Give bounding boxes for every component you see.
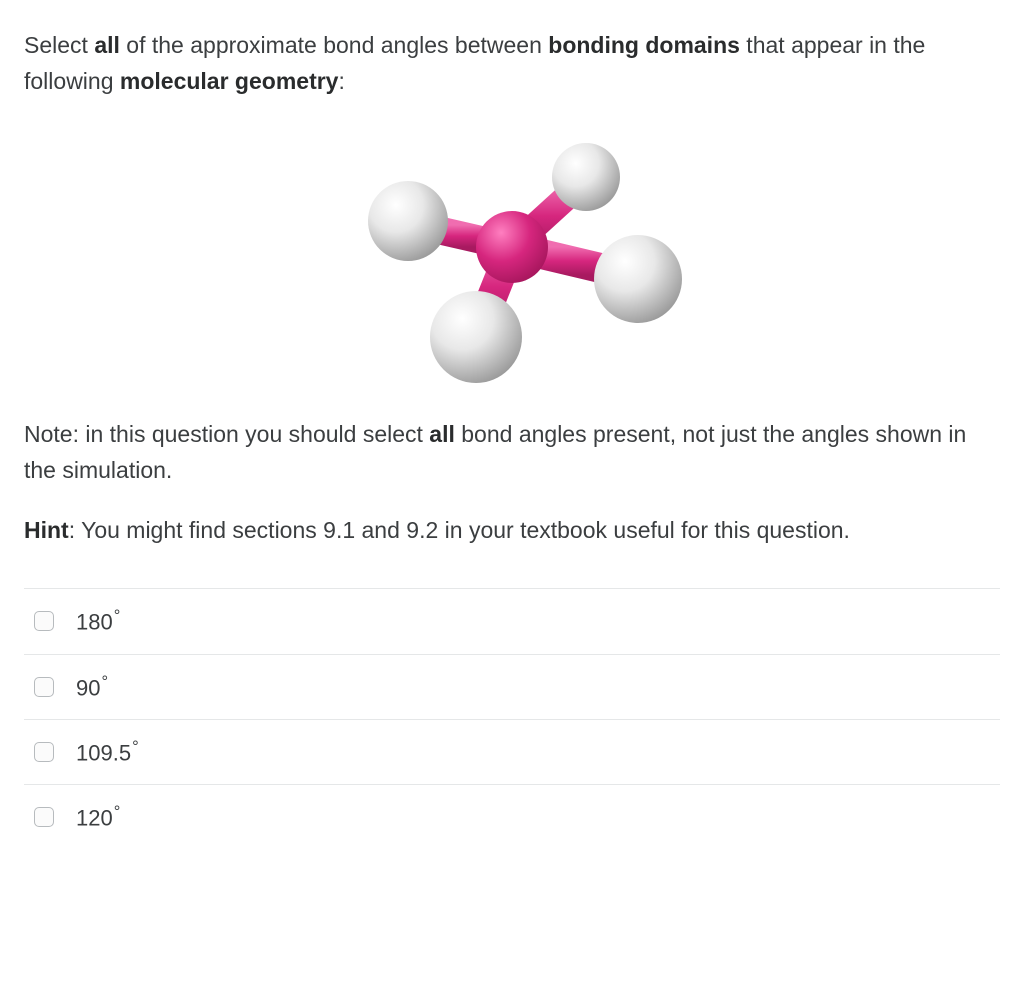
emph: Hint — [24, 517, 69, 543]
emph: all — [94, 32, 120, 58]
option-value: 90 — [76, 675, 100, 700]
emph: molecular geometry — [120, 68, 339, 94]
question-hint: Hint: You might find sections 9.1 and 9.… — [24, 513, 1000, 549]
option-109-5[interactable]: 109.5° — [24, 720, 1000, 785]
option-label: 90° — [76, 673, 108, 701]
molecule-svg-container — [332, 127, 692, 387]
degree-symbol: ° — [114, 607, 121, 625]
option-label: 109.5° — [76, 738, 139, 766]
text: Select — [24, 32, 94, 58]
question-note: Note: in this question you should select… — [24, 417, 1000, 488]
molecule-icon — [332, 127, 692, 387]
checkbox-icon[interactable] — [34, 677, 54, 697]
answer-options: 180° 90° 109.5° 120° — [24, 588, 1000, 849]
text: Note: in this question you should select — [24, 421, 429, 447]
option-label: 120° — [76, 803, 120, 831]
degree-symbol: ° — [114, 803, 121, 821]
text: of the approximate bond angles between — [120, 32, 548, 58]
checkbox-icon[interactable] — [34, 742, 54, 762]
text: : You might find sections 9.1 and 9.2 in… — [69, 517, 850, 543]
option-180[interactable]: 180° — [24, 589, 1000, 654]
option-value: 109.5 — [76, 740, 131, 765]
option-120[interactable]: 120° — [24, 785, 1000, 849]
option-90[interactable]: 90° — [24, 655, 1000, 720]
degree-symbol: ° — [132, 738, 139, 756]
question-prompt: Select all of the approximate bond angle… — [24, 28, 1000, 99]
checkbox-icon[interactable] — [34, 611, 54, 631]
emph: bonding domains — [548, 32, 740, 58]
option-label: 180° — [76, 607, 120, 635]
checkbox-icon[interactable] — [34, 807, 54, 827]
degree-symbol: ° — [101, 673, 108, 691]
text: : — [338, 68, 344, 94]
molecule-figure — [24, 127, 1000, 387]
option-value: 120 — [76, 806, 113, 831]
option-value: 180 — [76, 610, 113, 635]
emph: all — [429, 421, 455, 447]
